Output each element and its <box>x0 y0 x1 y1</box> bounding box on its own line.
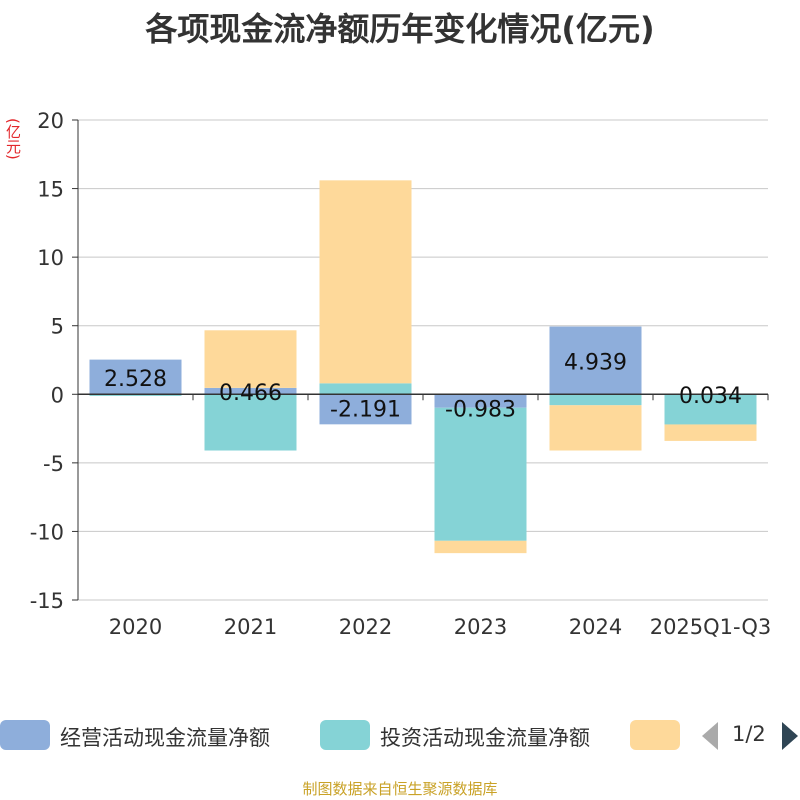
data-label-2022: -2.191 <box>330 397 401 422</box>
bar-series1-2023 <box>434 407 527 541</box>
chart-canvas: 20 15 10 5 0 -5 -10 -15 2020 2021 2022 2023 2024 2025… <box>30 109 772 639</box>
y-axis-unit-label: (亿元) <box>4 118 22 160</box>
bar-series2-2023 <box>434 540 527 554</box>
legend-swatch-investing <box>320 720 370 750</box>
data-label-2023: -0.983 <box>445 397 516 422</box>
y-tick-label: 10 <box>37 246 64 270</box>
data-source-note: 制图数据来自恒生聚源数据库 <box>302 780 498 798</box>
pager-prev-icon[interactable] <box>700 720 724 754</box>
bar-series1-2021 <box>204 394 297 451</box>
axes: 20 15 10 5 0 -5 -10 -15 2020 2021 2022 2023 2024 2025… <box>30 109 772 639</box>
y-tick-label: 0 <box>51 383 64 407</box>
x-tick-label: 2025Q1-Q3 <box>650 615 772 639</box>
legend-pager: 1/2 <box>700 718 800 752</box>
data-labels: 2.528 0.466 -2.191 -0.983 4.939 0.034 <box>104 350 742 422</box>
gridlines <box>78 119 768 601</box>
bar-series2-2022 <box>319 180 412 384</box>
y-tick-label: 15 <box>37 178 64 202</box>
data-label-2024: 4.939 <box>564 350 627 375</box>
bar-series1-2025Q1-Q3 <box>664 394 757 425</box>
x-tick-label: 2022 <box>339 615 392 639</box>
data-label-2021: 0.466 <box>219 381 282 406</box>
bar-series1-2024 <box>549 394 642 406</box>
bar-series0-2020 <box>89 359 182 395</box>
bar-series1-2022 <box>319 383 412 395</box>
y-tick-label: -5 <box>43 452 64 476</box>
x-tick-label: 2024 <box>569 615 622 639</box>
data-label-2020: 2.528 <box>104 367 167 392</box>
chart-title: 各项现金流净额历年变化情况(亿元) <box>145 10 655 48</box>
bar-series0-2023 <box>434 394 527 408</box>
pager-next-icon[interactable] <box>780 720 800 754</box>
bar-series2-2024 <box>549 405 642 451</box>
data-label-2025Q1-Q3: 0.034 <box>679 384 742 409</box>
bars <box>89 180 757 554</box>
bar-series0-2024 <box>549 326 642 395</box>
bar-series2-2025Q1-Q3 <box>664 424 757 441</box>
bar-series0-2022 <box>319 394 412 425</box>
y-tick-label: -10 <box>30 520 64 544</box>
pager-count: 1/2 <box>732 722 766 746</box>
bar-series2-2021 <box>204 330 297 388</box>
legend-swatch-operating <box>0 720 50 750</box>
y-tick-label: 5 <box>51 315 64 339</box>
x-tick-label: 2021 <box>224 615 277 639</box>
legend-label-operating: 经营活动现金流量净额 <box>60 726 270 750</box>
legend-label-investing: 投资活动现金流量净额 <box>380 726 590 750</box>
y-tick-label: 20 <box>37 109 64 133</box>
legend-swatch-financing <box>630 720 680 750</box>
legend: 经营活动现金流量净额 投资活动现金流量净额 1/2 <box>0 712 800 756</box>
x-tick-label: 2023 <box>454 615 507 639</box>
bar-series0-2021 <box>204 387 297 395</box>
x-tick-label: 2020 <box>109 615 162 639</box>
y-tick-label: -15 <box>30 589 64 613</box>
bar-series1-2020 <box>89 394 182 396</box>
